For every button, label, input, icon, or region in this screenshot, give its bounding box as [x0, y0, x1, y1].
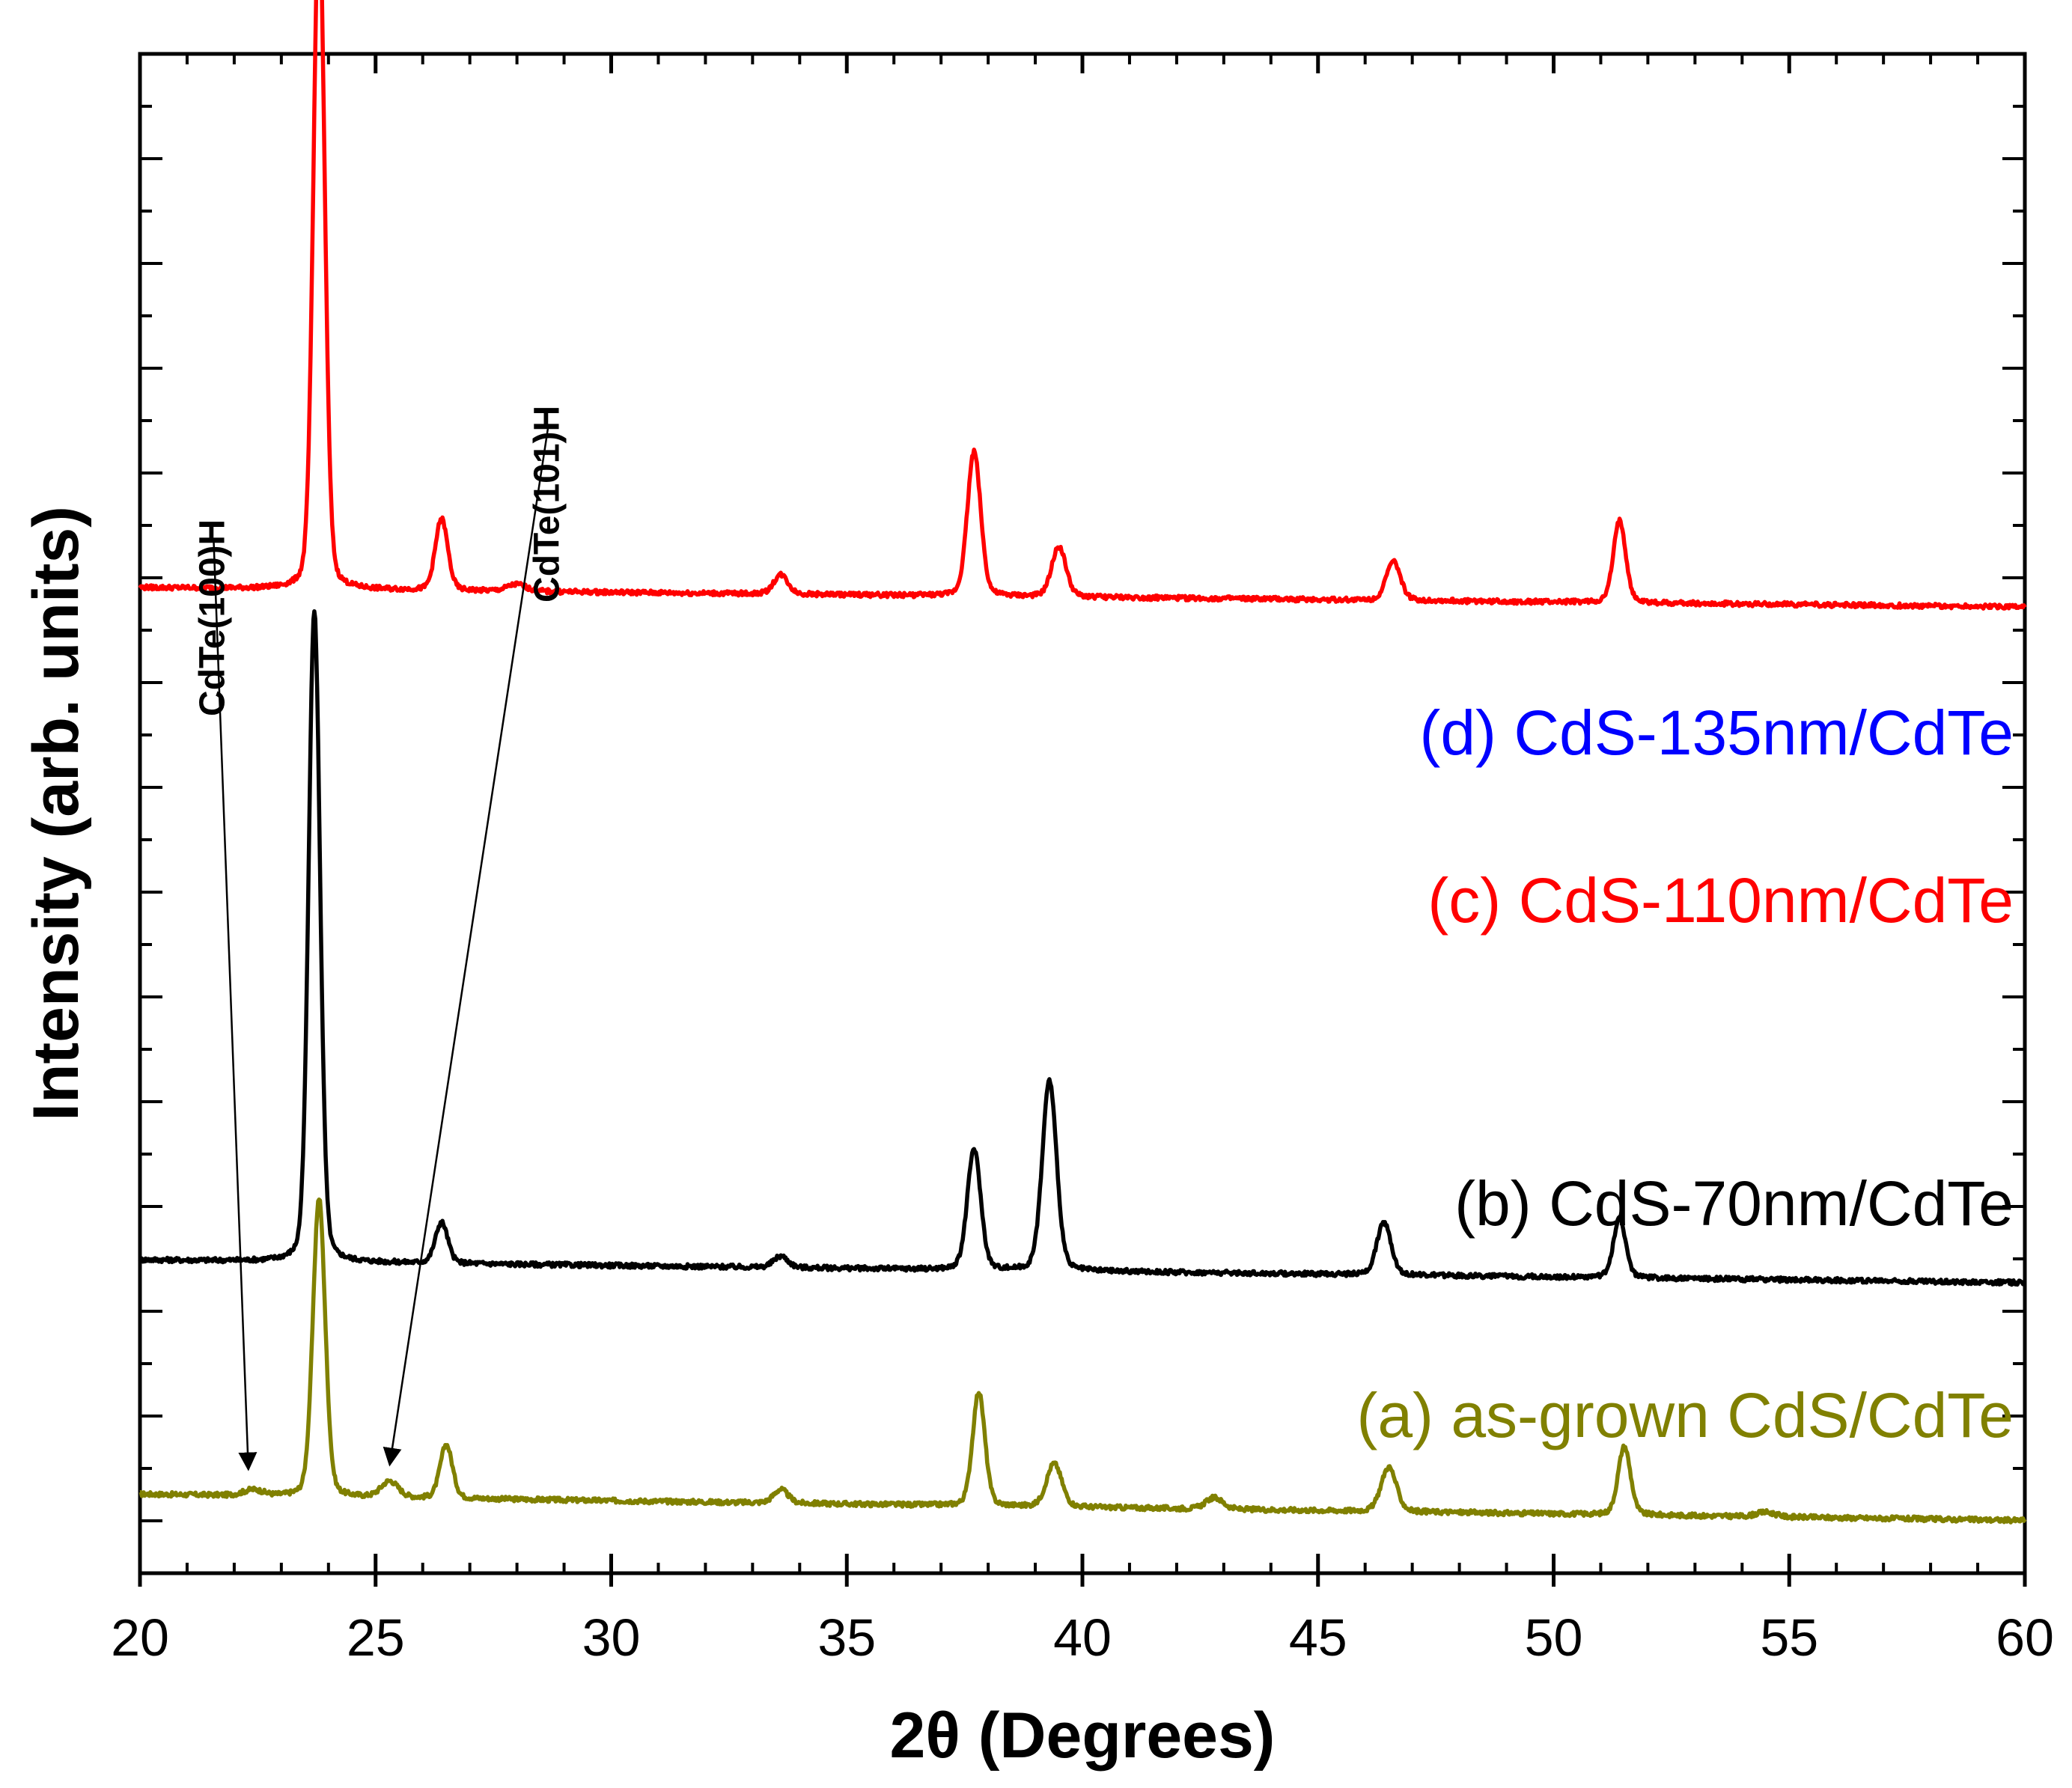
- series-label: (b) CdS-70nm/CdTe: [1454, 1168, 2014, 1239]
- x-axis-title: 2θ (Degrees): [890, 1700, 1276, 1772]
- series-line: [138, 1197, 2027, 1525]
- y-axis-title: Intensity (arb. units): [20, 506, 92, 1121]
- x-tick-label: 35: [817, 1608, 876, 1667]
- x-tick-label: 45: [1289, 1608, 1347, 1667]
- series-layer: [138, 0, 2027, 1525]
- x-tick-label: 50: [1525, 1608, 1583, 1667]
- series-line: [138, 0, 2027, 611]
- series-line: [138, 609, 2026, 1287]
- x-tick-label: 60: [1996, 1608, 2054, 1667]
- labels-layer: (a) as-grown CdS/CdTe (b) CdS-70nm/CdTe (c…: [1356, 698, 2014, 1450]
- series-label: (c) CdS-110nm/CdTe: [1427, 865, 2014, 936]
- x-tick-label: 20: [111, 1608, 169, 1667]
- series-label: (a) as-grown CdS/CdTe: [1356, 1380, 2014, 1450]
- annotation-label: CdTe(100)H: [192, 519, 232, 716]
- plot-area: [138, 52, 2027, 1575]
- x-tick-label: 25: [347, 1608, 405, 1667]
- annotation-arrow: [383, 426, 549, 1467]
- x-tick-label: 30: [582, 1608, 641, 1667]
- x-tick-label: 55: [1760, 1608, 1818, 1667]
- series-label: (d) CdS-135nm/CdTe: [1419, 698, 2014, 768]
- annotation-arrow: [213, 540, 258, 1471]
- x-tick-label: 40: [1053, 1608, 1112, 1667]
